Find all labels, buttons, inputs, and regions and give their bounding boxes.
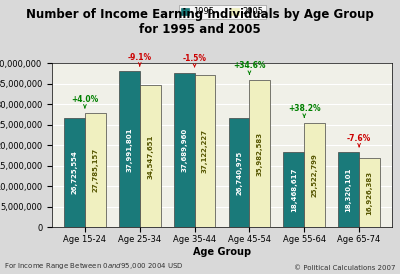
Text: 25,522,799: 25,522,799: [312, 153, 318, 197]
Text: +34.6%: +34.6%: [233, 61, 266, 70]
Text: © Political Calculations 2007: © Political Calculations 2007: [294, 265, 396, 271]
Legend: 1995, 2005: 1995, 2005: [178, 5, 266, 19]
Bar: [284, 152, 304, 227]
Text: 16,926,383: 16,926,383: [366, 171, 372, 215]
Text: Number of Income Earning Individuals by Age Group
for 1995 and 2005: Number of Income Earning Individuals by …: [26, 8, 374, 36]
Text: 18,468,617: 18,468,617: [291, 167, 297, 212]
Text: +38.2%: +38.2%: [288, 104, 320, 113]
Bar: [140, 85, 160, 227]
Bar: [228, 118, 250, 227]
Text: 35,982,583: 35,982,583: [257, 132, 263, 176]
Text: For Income Range Between $0 and $95,000 2004 USD: For Income Range Between $0 and $95,000 …: [4, 261, 184, 271]
Text: -9.1%: -9.1%: [128, 53, 152, 62]
Text: -1.5%: -1.5%: [182, 55, 206, 64]
Text: 27,785,157: 27,785,157: [92, 148, 98, 192]
Text: 37,991,801: 37,991,801: [126, 127, 132, 172]
Bar: [338, 152, 359, 227]
Bar: [64, 118, 85, 227]
Text: 34,547,651: 34,547,651: [147, 134, 153, 179]
Text: 37,122,227: 37,122,227: [202, 129, 208, 173]
Text: 37,689,960: 37,689,960: [181, 128, 187, 172]
Bar: [119, 71, 140, 227]
Bar: [359, 158, 380, 227]
Text: 26,740,975: 26,740,975: [236, 150, 242, 195]
Bar: [85, 113, 106, 227]
Text: 18,320,101: 18,320,101: [346, 168, 352, 212]
Bar: [194, 75, 216, 227]
Bar: [304, 122, 325, 227]
Text: +4.0%: +4.0%: [71, 95, 98, 104]
Bar: [250, 79, 270, 227]
Bar: [174, 73, 194, 227]
Text: 26,725,554: 26,725,554: [72, 150, 78, 195]
Text: -7.6%: -7.6%: [347, 134, 371, 143]
X-axis label: Age Group: Age Group: [193, 247, 251, 257]
